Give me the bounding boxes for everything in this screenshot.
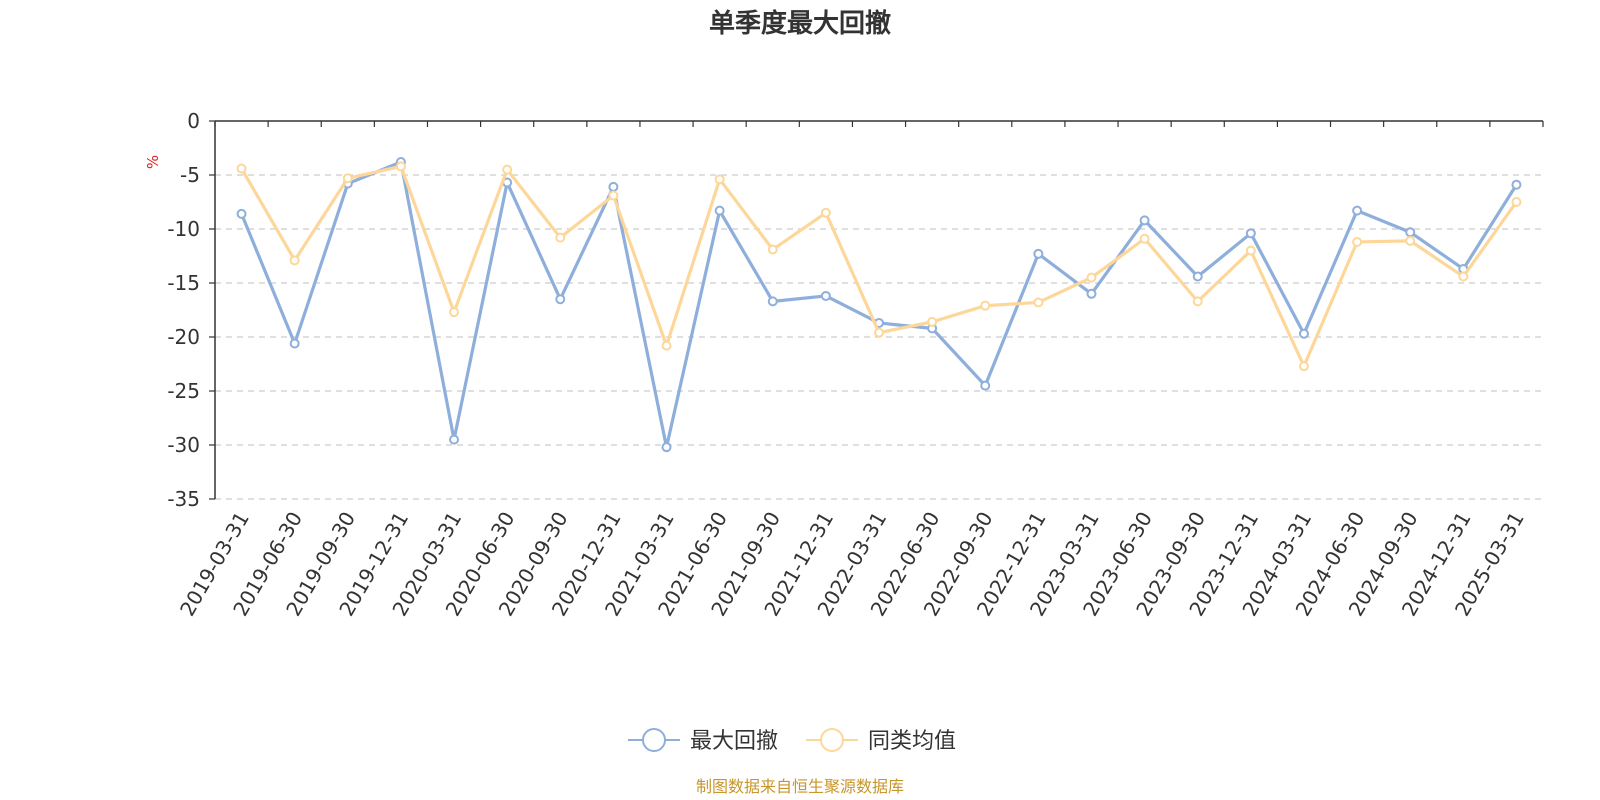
data-point[interactable] [714, 205, 725, 216]
data-point[interactable] [289, 255, 300, 266]
data-point[interactable] [1405, 235, 1416, 246]
data-point[interactable] [236, 163, 247, 174]
data-point[interactable] [767, 244, 778, 255]
data-point[interactable] [661, 442, 672, 453]
data-point[interactable] [1139, 233, 1150, 244]
data-point[interactable] [1086, 288, 1097, 299]
data-point[interactable] [874, 327, 884, 338]
legend[interactable]: 最大回撤 同类均值 [628, 728, 956, 754]
data-point[interactable] [1192, 296, 1203, 307]
data-point[interactable] [820, 207, 831, 218]
data-point[interactable] [608, 190, 619, 201]
data-point[interactable] [289, 338, 300, 349]
y-tick-label: -30 [167, 433, 200, 457]
data-point[interactable] [1245, 245, 1256, 256]
legend-item-2[interactable]: 同类均值 [806, 728, 956, 754]
data-point[interactable] [1298, 328, 1309, 339]
data-point[interactable] [820, 290, 831, 301]
legend-item-1[interactable]: 最大回撤 [628, 728, 778, 754]
y-tick-label: -25 [167, 379, 200, 403]
data-point[interactable] [1458, 271, 1469, 282]
data-point[interactable] [980, 300, 991, 311]
data-point[interactable] [714, 174, 725, 185]
y-tick-label: -10 [167, 217, 200, 241]
data-point[interactable] [980, 380, 991, 391]
data-point[interactable] [1245, 228, 1256, 239]
data-point[interactable] [449, 307, 460, 318]
y-tick-label: -20 [167, 325, 200, 349]
data-point[interactable] [1033, 248, 1044, 259]
y-tick-label: -15 [167, 271, 200, 295]
data-point[interactable] [236, 208, 247, 219]
data-point[interactable] [1511, 197, 1522, 207]
data-point[interactable] [449, 434, 460, 445]
data-point[interactable] [767, 296, 778, 307]
series-1 [236, 157, 1522, 453]
legend-marker-icon [820, 728, 844, 752]
y-tick-label: -5 [180, 163, 200, 187]
data-point[interactable] [1192, 271, 1203, 282]
legend-marker-icon [642, 728, 666, 752]
axes [209, 120, 1544, 500]
legend-label: 最大回撤 [690, 729, 778, 754]
data-point[interactable] [1033, 297, 1044, 308]
data-point[interactable] [1352, 205, 1363, 216]
y-tick-label: 0 [187, 109, 200, 133]
data-point[interactable] [342, 173, 353, 184]
x-tick-labels: 2019-03-312019-06-302019-09-302019-12-31… [175, 508, 1529, 621]
data-point[interactable] [1139, 215, 1150, 226]
data-point[interactable] [555, 232, 566, 243]
series-line [240, 160, 1518, 449]
y-axis-label: % [144, 155, 162, 169]
data-point[interactable] [1511, 179, 1522, 190]
series-layer [236, 157, 1522, 453]
data-point[interactable] [555, 294, 566, 305]
data-source-note: 制图数据来自恒生聚源数据库 [696, 777, 904, 796]
data-point[interactable] [1086, 272, 1097, 283]
data-point[interactable] [1352, 236, 1363, 247]
data-point[interactable] [395, 161, 406, 172]
data-point[interactable] [1298, 361, 1309, 372]
y-tick-label: -35 [167, 487, 200, 511]
data-point[interactable] [502, 164, 513, 175]
data-point[interactable] [608, 181, 619, 192]
series-2 [236, 161, 1522, 372]
data-point[interactable] [661, 340, 672, 351]
y-tick-labels: 0 -5 -10 -15 -20 -25 -30 -35 [167, 109, 200, 511]
data-point[interactable] [1405, 227, 1416, 238]
legend-label: 同类均值 [868, 729, 956, 754]
chart-title: 单季度最大回撤 [709, 8, 891, 39]
data-point[interactable] [927, 316, 938, 327]
